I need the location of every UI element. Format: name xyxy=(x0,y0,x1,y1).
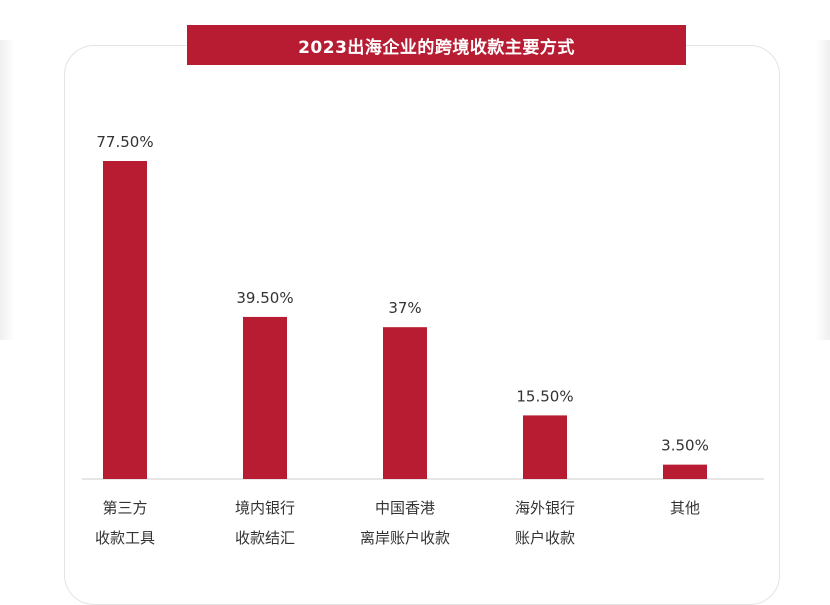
value-label-3: 15.50% xyxy=(516,387,573,405)
chart-title: 2023出海企业的跨境收款主要方式 xyxy=(187,25,686,65)
left-edge-shadow xyxy=(0,40,14,340)
bar-3 xyxy=(523,415,567,479)
chart-frame xyxy=(64,45,780,605)
right-edge-shadow xyxy=(816,40,830,340)
category-label-4-line-0: 其他 xyxy=(670,499,700,517)
value-label-0: 77.50% xyxy=(96,133,153,151)
bar-4 xyxy=(663,464,707,479)
category-label-0-line-1: 收款工具 xyxy=(95,529,155,547)
value-label-4: 3.50% xyxy=(661,437,709,455)
value-label-1: 39.50% xyxy=(236,289,293,307)
category-label-1-line-0: 境内银行 xyxy=(235,499,295,517)
category-label-1-line-1: 收款结汇 xyxy=(235,529,295,547)
category-label-3-line-0: 海外银行 xyxy=(515,499,575,517)
category-label-2-line-1: 离岸账户收款 xyxy=(360,529,450,547)
bar-0 xyxy=(103,161,147,479)
category-label-3-line-1: 账户收款 xyxy=(515,529,575,547)
category-label-2-line-0: 中国香港 xyxy=(375,499,435,517)
value-label-2: 37% xyxy=(388,299,421,317)
category-label-0-line-0: 第三方 xyxy=(102,499,147,517)
bar-1 xyxy=(243,316,287,479)
bar-2 xyxy=(383,327,427,479)
